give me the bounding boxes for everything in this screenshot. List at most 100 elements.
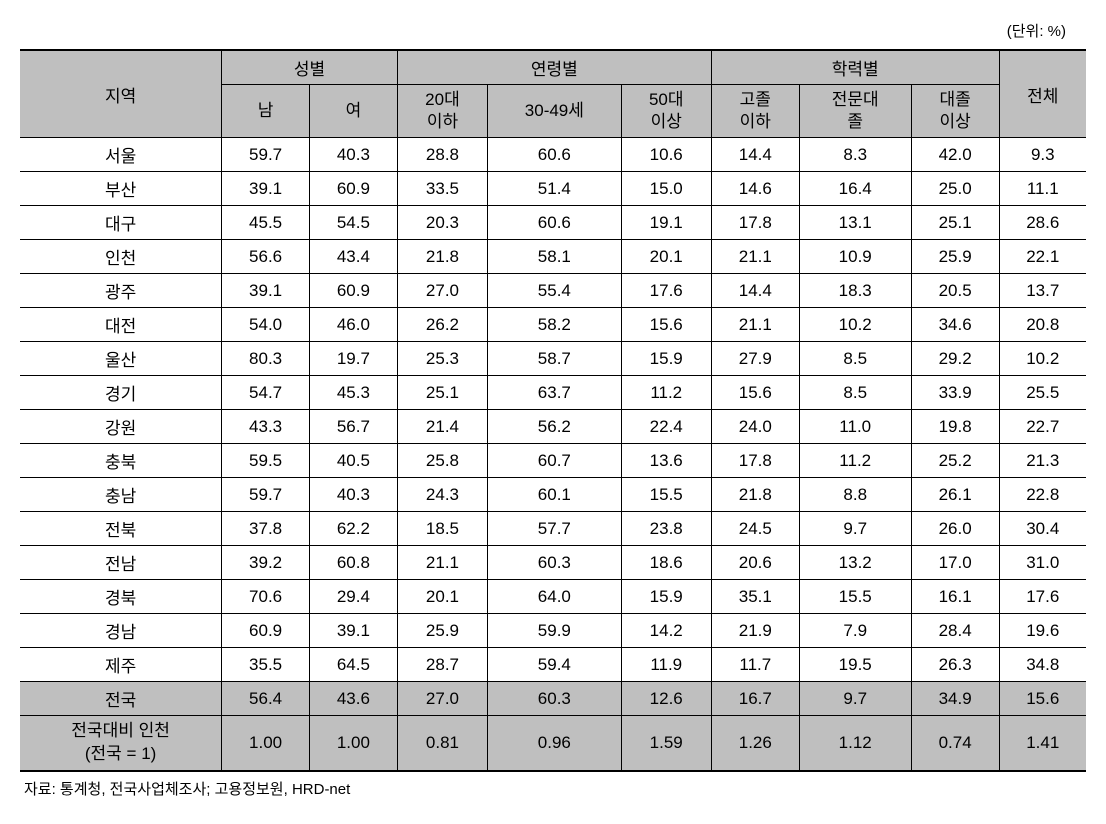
region-cell: 충북 — [20, 444, 222, 478]
value-cell: 60.3 — [488, 682, 621, 716]
value-cell: 19.8 — [911, 410, 999, 444]
value-cell: 42.0 — [911, 138, 999, 172]
value-cell: 21.1 — [711, 240, 799, 274]
value-cell: 1.12 — [799, 716, 911, 771]
value-cell: 27.0 — [397, 682, 487, 716]
value-cell: 17.0 — [911, 546, 999, 580]
value-cell: 18.5 — [397, 512, 487, 546]
value-cell: 21.3 — [999, 444, 1086, 478]
value-cell: 24.3 — [397, 478, 487, 512]
value-cell: 54.7 — [222, 376, 310, 410]
value-cell: 21.8 — [397, 240, 487, 274]
value-cell: 60.1 — [488, 478, 621, 512]
value-cell: 13.6 — [621, 444, 711, 478]
value-cell: 51.4 — [488, 172, 621, 206]
value-cell: 22.8 — [999, 478, 1086, 512]
value-cell: 22.1 — [999, 240, 1086, 274]
table-row: 충북59.540.525.860.713.617.811.225.221.3 — [20, 444, 1086, 478]
value-cell: 23.8 — [621, 512, 711, 546]
value-cell: 13.7 — [999, 274, 1086, 308]
value-cell: 16.1 — [911, 580, 999, 614]
value-cell: 14.4 — [711, 138, 799, 172]
header-female: 여 — [309, 85, 397, 138]
value-cell: 54.5 — [309, 206, 397, 240]
value-cell: 24.5 — [711, 512, 799, 546]
value-cell: 8.3 — [799, 138, 911, 172]
table-row: 전국대비 인천(전국 = 1)1.001.000.810.961.591.261… — [20, 716, 1086, 771]
value-cell: 21.9 — [711, 614, 799, 648]
value-cell: 26.0 — [911, 512, 999, 546]
value-cell: 28.4 — [911, 614, 999, 648]
value-cell: 58.7 — [488, 342, 621, 376]
value-cell: 35.5 — [222, 648, 310, 682]
region-cell: 대전 — [20, 308, 222, 342]
region-cell: 경북 — [20, 580, 222, 614]
value-cell: 21.1 — [397, 546, 487, 580]
header-age3049: 30-49세 — [488, 85, 621, 138]
value-cell: 11.7 — [711, 648, 799, 682]
region-cell: 경기 — [20, 376, 222, 410]
table-header: 지역 성별 연령별 학력별 전체 남 여 20대이하 30-49세 50대이상 … — [20, 50, 1086, 138]
value-cell: 12.6 — [621, 682, 711, 716]
value-cell: 19.6 — [999, 614, 1086, 648]
value-cell: 34.6 — [911, 308, 999, 342]
value-cell: 8.8 — [799, 478, 911, 512]
value-cell: 15.5 — [621, 478, 711, 512]
value-cell: 20.6 — [711, 546, 799, 580]
table-body: 서울59.740.328.860.610.614.48.342.09.3부산39… — [20, 138, 1086, 771]
value-cell: 63.7 — [488, 376, 621, 410]
table-row: 전남39.260.821.160.318.620.613.217.031.0 — [20, 546, 1086, 580]
value-cell: 56.4 — [222, 682, 310, 716]
value-cell: 59.4 — [488, 648, 621, 682]
table-row: 경남60.939.125.959.914.221.97.928.419.6 — [20, 614, 1086, 648]
value-cell: 35.1 — [711, 580, 799, 614]
value-cell: 15.6 — [621, 308, 711, 342]
value-cell: 8.5 — [799, 342, 911, 376]
value-cell: 70.6 — [222, 580, 310, 614]
table-row: 대전54.046.026.258.215.621.110.234.620.8 — [20, 308, 1086, 342]
region-cell: 경남 — [20, 614, 222, 648]
value-cell: 31.0 — [999, 546, 1086, 580]
value-cell: 25.9 — [911, 240, 999, 274]
value-cell: 21.8 — [711, 478, 799, 512]
value-cell: 25.5 — [999, 376, 1086, 410]
value-cell: 11.1 — [999, 172, 1086, 206]
region-cell: 전국 — [20, 682, 222, 716]
value-cell: 56.6 — [222, 240, 310, 274]
value-cell: 1.00 — [309, 716, 397, 771]
table-row: 경기54.745.325.163.711.215.68.533.925.5 — [20, 376, 1086, 410]
value-cell: 39.1 — [309, 614, 397, 648]
value-cell: 22.7 — [999, 410, 1086, 444]
value-cell: 10.6 — [621, 138, 711, 172]
table-row: 부산39.160.933.551.415.014.616.425.011.1 — [20, 172, 1086, 206]
value-cell: 16.7 — [711, 682, 799, 716]
value-cell: 15.9 — [621, 580, 711, 614]
value-cell: 13.2 — [799, 546, 911, 580]
value-cell: 43.4 — [309, 240, 397, 274]
value-cell: 27.0 — [397, 274, 487, 308]
value-cell: 54.0 — [222, 308, 310, 342]
value-cell: 28.7 — [397, 648, 487, 682]
value-cell: 14.4 — [711, 274, 799, 308]
value-cell: 20.3 — [397, 206, 487, 240]
value-cell: 58.1 — [488, 240, 621, 274]
value-cell: 15.9 — [621, 342, 711, 376]
value-cell: 22.4 — [621, 410, 711, 444]
value-cell: 26.3 — [911, 648, 999, 682]
value-cell: 59.9 — [488, 614, 621, 648]
value-cell: 24.0 — [711, 410, 799, 444]
value-cell: 25.1 — [397, 376, 487, 410]
value-cell: 19.1 — [621, 206, 711, 240]
value-cell: 15.5 — [799, 580, 911, 614]
value-cell: 1.00 — [222, 716, 310, 771]
value-cell: 8.5 — [799, 376, 911, 410]
header-group-gender: 성별 — [222, 50, 398, 85]
value-cell: 60.7 — [488, 444, 621, 478]
value-cell: 60.6 — [488, 206, 621, 240]
value-cell: 39.2 — [222, 546, 310, 580]
value-cell: 34.9 — [911, 682, 999, 716]
value-cell: 33.9 — [911, 376, 999, 410]
header-group-age: 연령별 — [397, 50, 711, 85]
region-cell: 전북 — [20, 512, 222, 546]
value-cell: 25.3 — [397, 342, 487, 376]
